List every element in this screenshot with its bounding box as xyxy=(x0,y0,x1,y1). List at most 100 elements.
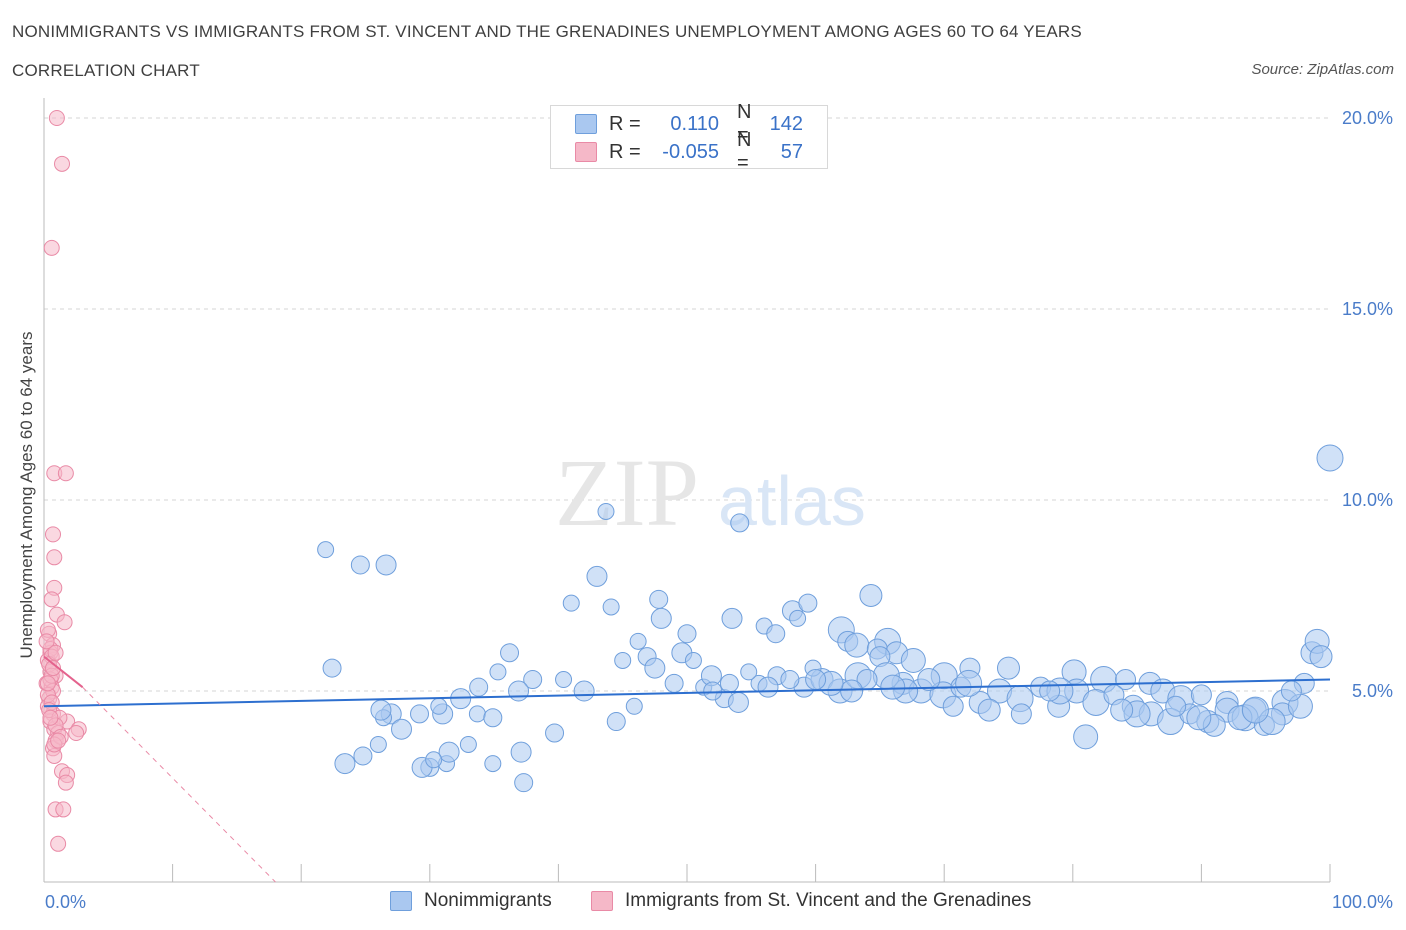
nonimmigrant-point xyxy=(597,502,615,520)
watermark-zip: ZIP xyxy=(555,439,699,546)
watermark: ZIP atlas xyxy=(555,439,866,546)
immigrant-point xyxy=(54,155,71,172)
legend-row-nonimmigrants: R = 0.110 N = 142 xyxy=(575,101,803,146)
nonimmigrant-point xyxy=(573,680,595,702)
nonimmigrant-point xyxy=(900,647,926,673)
immigrant-trend-line xyxy=(43,655,84,688)
chart-title: NONIMMIGRANTS VS IMMIGRANTS FROM ST. VIN… xyxy=(12,22,1082,41)
immigrant-point xyxy=(38,633,55,650)
chart-subtitle: CORRELATION CHART xyxy=(12,61,200,80)
series-swatch-blue xyxy=(390,891,412,911)
nonimmigrant-point xyxy=(370,699,392,721)
nonimmigrant-point xyxy=(375,554,397,576)
source-label: Source: ZipAtlas.com xyxy=(1251,61,1394,78)
legend-r-label: R = xyxy=(609,140,641,163)
immigrant-point xyxy=(47,644,64,661)
legend-r-value: -0.055 xyxy=(662,140,719,163)
series-swatch-pink xyxy=(591,891,613,911)
series-legend: Nonimmigrants Immigrants from St. Vincen… xyxy=(0,890,1406,914)
x-tick-label-min: 0.0% xyxy=(45,892,86,912)
x-tick-label-max: 100.0% xyxy=(1332,892,1393,912)
legend-n-value: 142 xyxy=(769,112,803,135)
immigrant-point xyxy=(57,465,74,482)
nonimmigrant-point xyxy=(727,691,749,713)
nonimmigrant-point xyxy=(649,589,669,609)
legend-swatch-blue xyxy=(575,114,597,134)
nonimmigrant-point xyxy=(510,741,532,763)
nonimmigrant-point xyxy=(1010,703,1032,725)
nonimmigrant-point xyxy=(545,723,565,743)
immigrant-point xyxy=(43,239,60,256)
legend-row-immigrants: R = -0.055 N = 57 xyxy=(575,129,803,174)
immigrant-point xyxy=(56,614,73,631)
nonimmigrant-point xyxy=(942,695,964,717)
legend-swatch-pink xyxy=(575,142,597,162)
legend-n-label: N = xyxy=(737,129,752,174)
immigrant-point xyxy=(57,774,74,791)
nonimmigrant-point xyxy=(562,594,580,612)
nonimmigrant-point xyxy=(606,712,626,732)
immigrant-point xyxy=(55,801,72,818)
y-axis-label: Unemployment Among Ages 60 to 64 years xyxy=(17,332,36,659)
nonimmigrant-point xyxy=(353,746,373,766)
nonimmigrant-point xyxy=(322,658,342,678)
axes: 5.0% 10.0% 15.0% 20.0% xyxy=(43,98,1393,883)
nonimmigrant-point xyxy=(602,598,620,616)
immigrant-point xyxy=(46,549,63,566)
nonimmigrant-point xyxy=(1165,695,1187,717)
y-tick-label: 15.0% xyxy=(1342,299,1393,319)
nonimmigrant-point xyxy=(625,697,643,715)
immigrant-point xyxy=(45,660,62,677)
nonimmigrant-point xyxy=(650,607,672,629)
trend-lines xyxy=(43,655,1331,883)
immigrant-point xyxy=(39,675,56,692)
nonimmigrant-point xyxy=(677,624,697,644)
series-legend-label: Nonimmigrants xyxy=(424,890,552,911)
nonimmigrant-point xyxy=(757,676,779,698)
nonimmigrant-point xyxy=(1190,684,1212,706)
nonimmigrant-point xyxy=(629,632,647,650)
nonimmigrant-point xyxy=(719,673,739,693)
nonimmigrant-point xyxy=(789,609,807,627)
nonimmigrant-point xyxy=(468,705,486,723)
nonimmigrant-point xyxy=(1110,698,1134,722)
immigrant-point xyxy=(48,110,65,126)
immigrant-point xyxy=(50,835,67,852)
immigrant-point xyxy=(43,591,60,608)
nonimmigrant-point xyxy=(410,704,430,724)
nonimmigrant-point xyxy=(350,555,370,575)
correlation-legend: R = 0.110 N = 142 R = -0.055 N = 57 xyxy=(550,101,828,174)
nonimmigrant-point xyxy=(880,674,906,700)
nonimmigrant-point xyxy=(766,624,786,644)
nonimmigrant-point xyxy=(555,671,573,689)
nonimmigrant-point xyxy=(425,751,443,769)
immigrant-trend-extension xyxy=(82,686,276,883)
nonimmigrant-point xyxy=(508,680,530,702)
nonimmigrant-point xyxy=(430,697,448,715)
series-legend-immigrants[interactable]: Immigrants from St. Vincent and the Gren… xyxy=(591,890,1031,912)
data-points xyxy=(38,110,1344,852)
nonimmigrant-point xyxy=(1309,645,1333,669)
nonimmigrant-point xyxy=(1039,680,1061,702)
series-legend-nonimmigrants[interactable]: Nonimmigrants xyxy=(390,890,552,912)
nonimmigrant-point xyxy=(469,677,489,697)
nonimmigrant-point xyxy=(997,656,1020,680)
nonimmigrant-point xyxy=(514,773,534,793)
nonimmigrant-point xyxy=(844,632,870,658)
nonimmigrant-point xyxy=(977,698,1001,722)
nonimmigrant-point xyxy=(317,541,335,559)
legend-n-label: N = xyxy=(737,101,752,146)
legend-n-value: 57 xyxy=(780,140,803,163)
nonimmigrant-point xyxy=(500,643,520,663)
nonimmigrant-point xyxy=(859,584,883,607)
nonimmigrant-point xyxy=(740,663,758,681)
nonimmigrant-point xyxy=(586,565,608,587)
immigrant-point xyxy=(68,725,85,742)
immigrant-point xyxy=(50,732,67,749)
nonimmigrant-point xyxy=(703,681,723,701)
immigrant-point xyxy=(45,526,62,543)
nonimmigrant-point xyxy=(1186,705,1212,731)
y-tick-label: 20.0% xyxy=(1342,108,1393,128)
nonimmigrant-point xyxy=(840,679,864,703)
